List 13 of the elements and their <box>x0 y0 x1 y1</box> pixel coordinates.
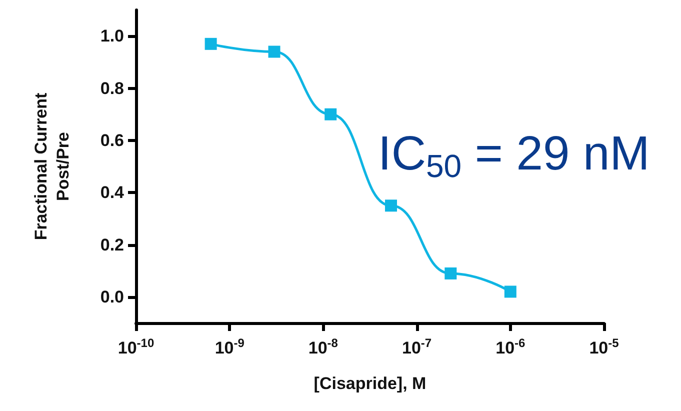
x-axis-title: [Cisapride], M <box>314 374 426 393</box>
y-tick-label: 1.0 <box>100 26 124 46</box>
point <box>504 286 516 298</box>
point <box>444 267 457 280</box>
y-tick-label: 0.6 <box>100 130 124 150</box>
y-axis-title: Fractional Current Post/Pre <box>32 92 72 240</box>
y-tick-label: 0.8 <box>100 78 124 98</box>
y-tick-label: 0.0 <box>100 287 124 306</box>
point <box>384 200 397 212</box>
point <box>324 108 337 120</box>
y-tick-label: 0.2 <box>100 235 124 254</box>
y-tick-label: 0.4 <box>100 183 125 202</box>
point <box>204 38 217 50</box>
